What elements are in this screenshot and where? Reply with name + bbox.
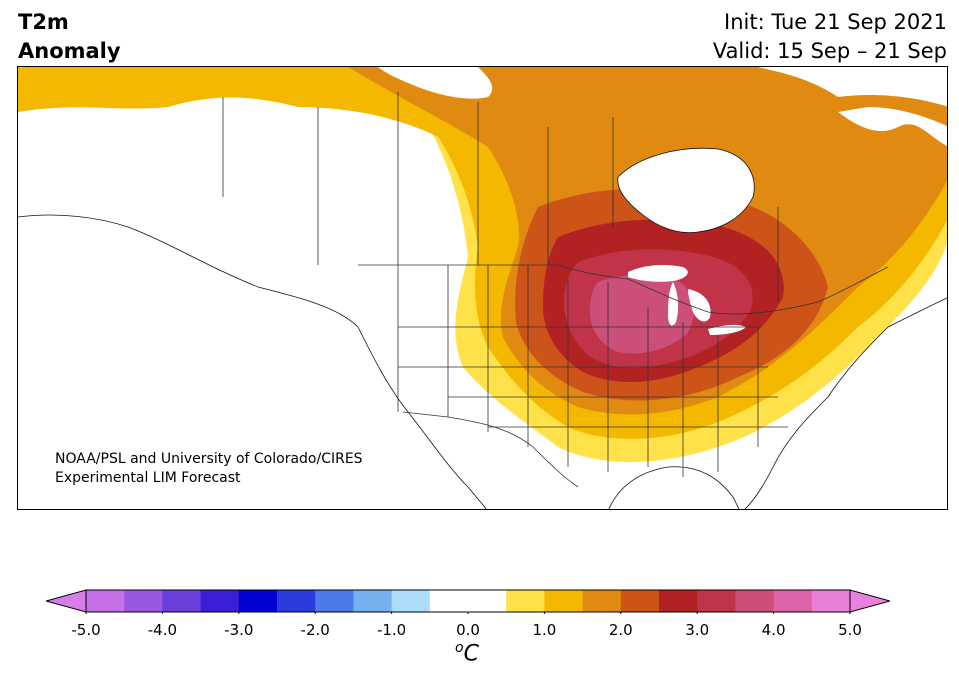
colorbar-bin <box>391 590 431 612</box>
title-line-2: Anomaly <box>18 39 121 63</box>
colorbar-tick: 2.0 <box>608 621 633 639</box>
colorbar-bin <box>200 590 240 612</box>
us-mexico-border <box>402 411 579 488</box>
water-bodies <box>18 67 947 509</box>
great-lake-huron <box>688 289 711 322</box>
coastline-hudson <box>617 147 755 234</box>
hudson-bay <box>617 148 755 233</box>
colorbar-tick: -4.0 <box>147 621 178 639</box>
init-date: Init: Tue 21 Sep 2021 <box>724 10 947 34</box>
contour-pink <box>590 274 695 354</box>
colorbar-bin <box>162 590 202 612</box>
forecast-credit: NOAA/PSL and University of Colorado/CIRE… <box>55 450 363 488</box>
colorbar-under-arrow <box>46 589 87 613</box>
colorbar-unit: oC <box>455 640 479 666</box>
temperature-colorbar <box>46 589 890 614</box>
colorbar-bin <box>353 590 393 612</box>
colorbar-bin <box>582 590 622 612</box>
colorbar-tick: -2.0 <box>300 621 330 639</box>
colorbar-bin <box>315 590 354 612</box>
colorbar-bin <box>697 590 736 612</box>
forecast-dates: Init: Tue 21 Sep 2021 Valid: 15 Sep – 21… <box>713 8 947 66</box>
colorbar-bin <box>620 590 660 612</box>
colorbar-bin <box>773 590 813 612</box>
us-state-lines <box>397 265 788 477</box>
gulf-of-mexico <box>608 466 739 509</box>
map-title: T2m Anomaly <box>18 8 121 66</box>
colorbar-tick: -5.0 <box>71 621 101 639</box>
arctic-islands <box>488 67 947 146</box>
colorbar-bin <box>811 590 851 612</box>
colorbar-bin <box>659 590 698 612</box>
colorbar-tick: 3.0 <box>685 621 710 639</box>
atlantic <box>745 297 947 509</box>
credit-line-2: Experimental LIM Forecast <box>55 470 241 486</box>
pacific <box>18 215 487 509</box>
colorbar-bin <box>506 590 545 612</box>
colorbar-tick: 0.0 <box>456 621 480 639</box>
boundaries <box>18 92 947 509</box>
colorbar-bin <box>124 590 163 612</box>
colorbar-tick: -1.0 <box>376 621 407 639</box>
coastline-gulf <box>608 466 740 509</box>
colorbar-over-arrow <box>849 589 890 613</box>
valid-date-range: Valid: 15 Sep – 21 Sep <box>712 39 947 63</box>
title-line-1: T2m <box>18 10 69 34</box>
colorbar-tick: -3.0 <box>224 621 254 639</box>
great-lake-michigan <box>668 282 679 326</box>
colorbar-bin <box>544 590 584 612</box>
credit-line-1: NOAA/PSL and University of Colorado/CIRE… <box>55 451 363 467</box>
colorbar-bin <box>277 590 316 612</box>
us-canada-border <box>358 264 889 315</box>
colorbar-tick: 4.0 <box>761 621 786 639</box>
anomaly-map <box>17 66 948 510</box>
colorbar-tick: 1.0 <box>532 621 557 639</box>
arctic-waters <box>378 67 493 99</box>
colorbar-tick: 5.0 <box>838 621 862 639</box>
coastline-atlantic <box>744 297 947 509</box>
anomaly-map-canvas <box>18 67 947 509</box>
colorbar-bin <box>238 590 278 612</box>
unit-degree-sup: o <box>455 640 464 656</box>
colorbar-bin <box>86 590 125 612</box>
colorbar-bin <box>429 590 507 612</box>
great-lake-superior <box>628 264 688 282</box>
colorbar-bin <box>735 590 775 612</box>
unit-celsius: C <box>463 641 479 667</box>
canada-province-lines <box>222 92 779 302</box>
coastline-pacific <box>18 214 487 509</box>
